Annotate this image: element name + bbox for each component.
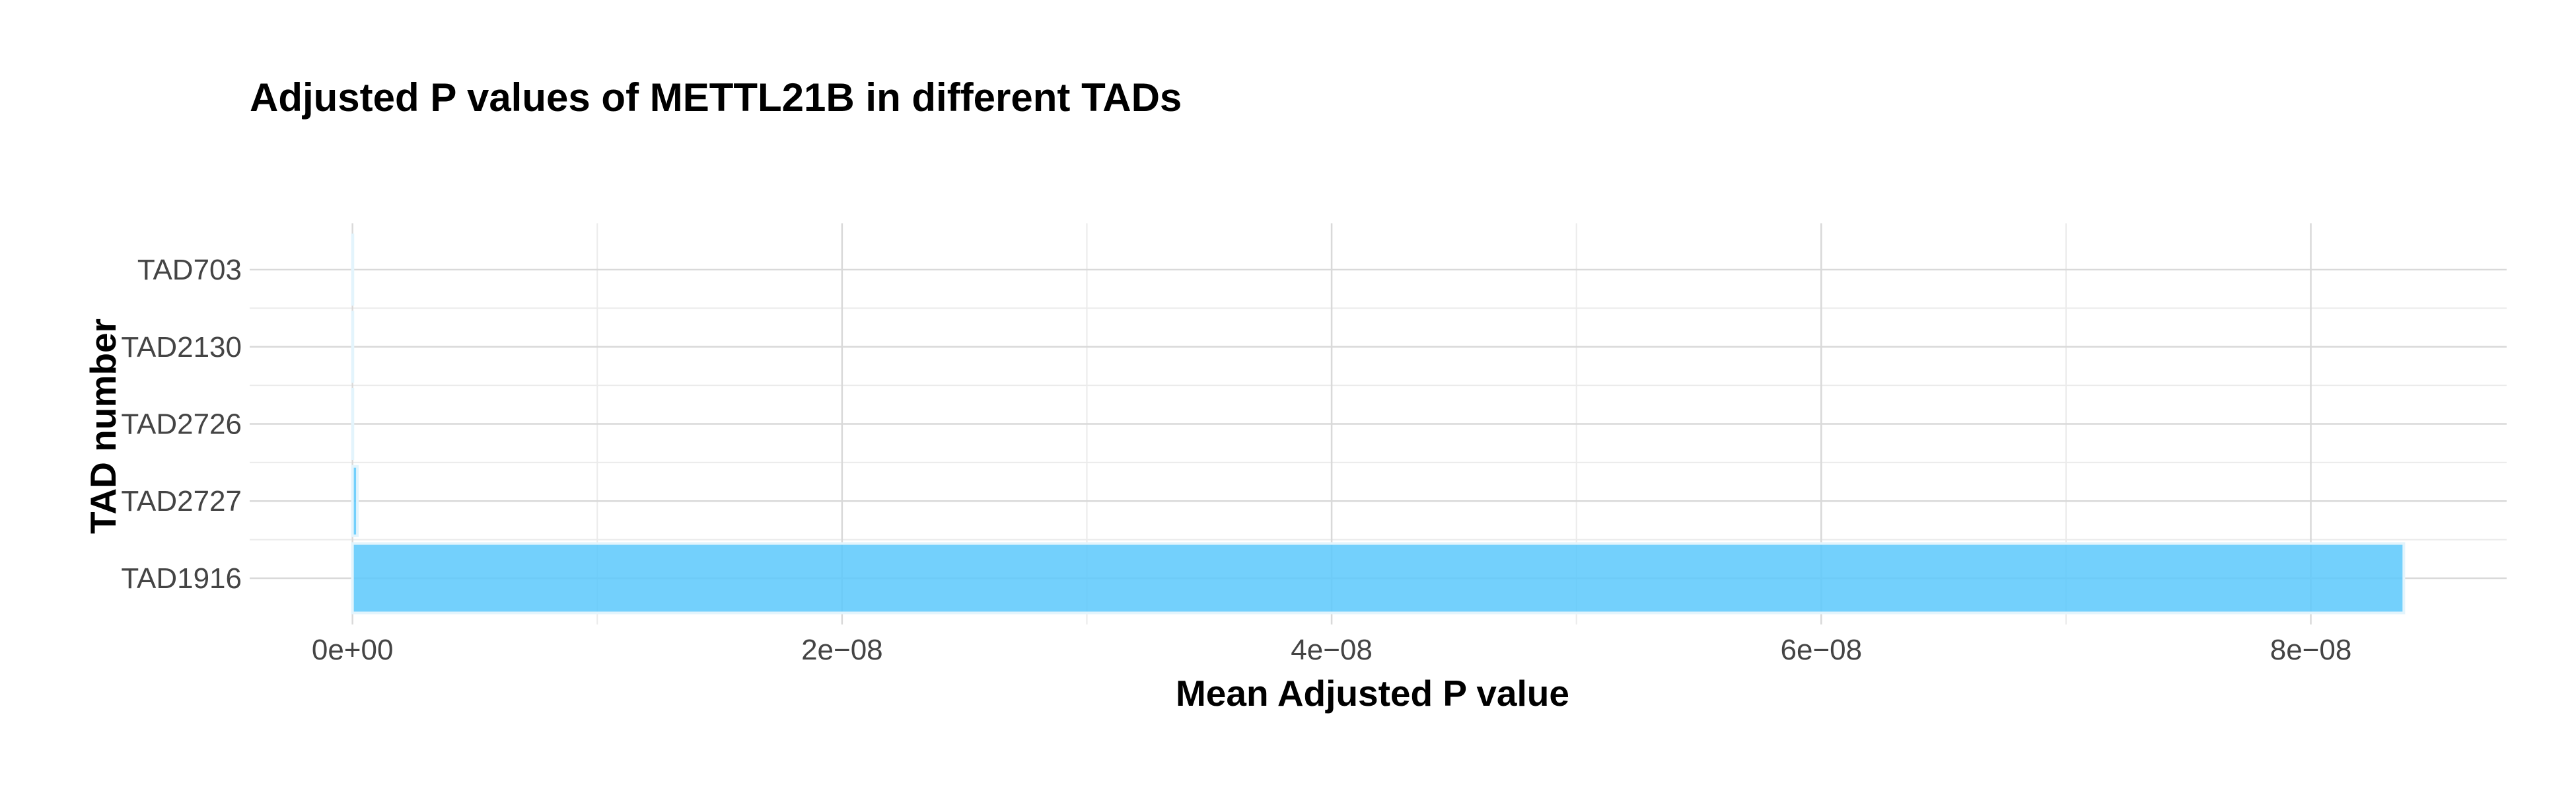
y-tick-label: TAD2130 <box>121 331 242 363</box>
y-tick-label: TAD1916 <box>121 562 242 595</box>
x-axis-ticks: 0e+00 2e−08 4e−08 6e−08 8e−08 <box>312 634 2351 666</box>
y-tick-label: TAD703 <box>137 254 242 286</box>
x-tick-label: 4e−08 <box>1291 634 1373 666</box>
y-tick-label: TAD2726 <box>121 408 242 441</box>
x-tick-label: 6e−08 <box>1781 634 1863 666</box>
y-tick-label: TAD2727 <box>121 485 242 517</box>
x-axis-title: Mean Adjusted P value <box>1176 673 1569 714</box>
chart-title: Adjusted P values of METTL21B in differe… <box>250 75 1182 120</box>
bars <box>351 233 2406 615</box>
bar-tad1916 <box>351 542 2406 615</box>
bar-tad2727 <box>351 465 359 537</box>
x-tick-label: 2e−08 <box>801 634 883 666</box>
x-tick-label: 0e+00 <box>312 634 394 666</box>
x-tick-label: 8e−08 <box>2270 634 2352 666</box>
y-axis-title: TAD number <box>83 319 124 534</box>
y-axis-ticks: TAD1916 TAD2727 TAD2726 TAD2130 TAD703 <box>121 254 242 595</box>
